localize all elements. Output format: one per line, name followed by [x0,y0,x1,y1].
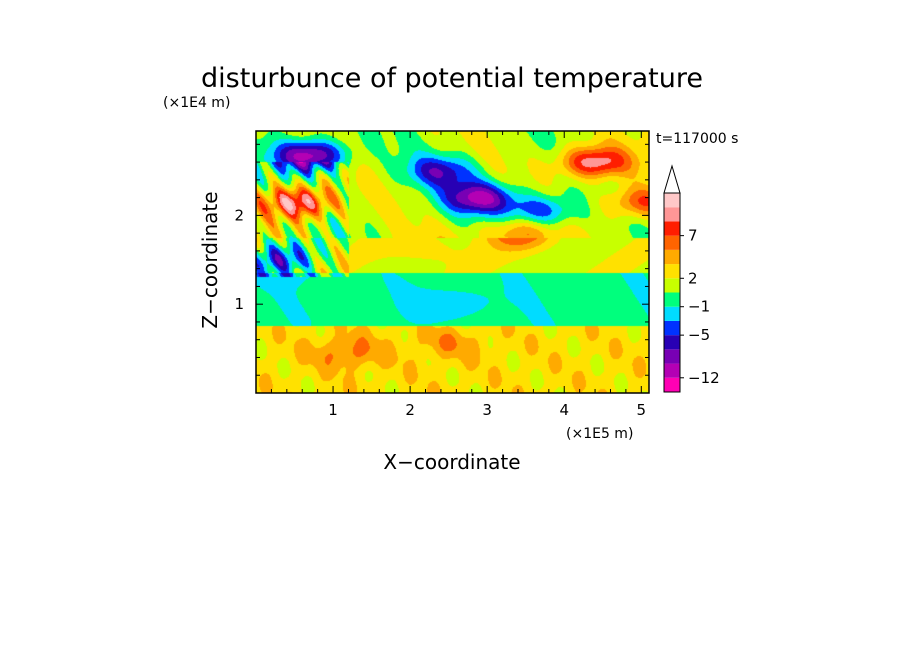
x-axis-label: X−coordinate [383,450,520,474]
colorbar-extend-arrow [663,164,681,194]
x-tick-label: 2 [405,401,415,419]
colorbar-swatch [664,207,680,222]
axis-ticks: 1 2 3 4 5 1 2 [234,131,649,419]
colorbar: 7 2 −1 −5 −12 [663,164,720,393]
colorbar-swatch [664,320,680,336]
colorbar-swatch [664,335,680,350]
chart-title: disturbunce of potential temperature [201,63,703,94]
colorbar-swatch [664,278,680,293]
colorbar-label: −12 [688,369,720,387]
y-axis-label: Z−coordinate [198,191,222,328]
x-scale-label: (×1E5 m) [566,426,633,442]
x-tick-label: 3 [482,401,492,419]
colorbar-label: −1 [688,298,710,316]
y-scale-label: (×1E4 m) [163,95,230,111]
colorbar-swatch [664,349,680,364]
y-tick-label: 1 [234,295,244,313]
plot-frame [255,130,650,394]
colorbar-swatch [664,235,680,250]
colorbar-label: 7 [688,227,698,245]
x-tick-label: 1 [328,401,338,419]
heatmap-field [256,131,649,393]
x-tick-label: 4 [559,401,569,419]
y-tick-label: 2 [234,206,244,224]
colorbar-swatch [664,292,680,307]
colorbar-swatch [664,249,680,265]
colorbar-label: −5 [688,326,710,344]
time-label: t=117000 s [656,131,738,147]
colorbar-swatch [664,221,680,236]
colorbar-frame [663,192,681,393]
colorbar-swatch [664,264,680,279]
colorbar-swatch [664,377,680,392]
x-tick-label: 5 [637,401,647,419]
colorbar-label: 2 [688,269,698,287]
colorbar-swatch [664,363,680,378]
colorbar-swatch [664,193,680,208]
colorbar-swatch [664,306,680,321]
